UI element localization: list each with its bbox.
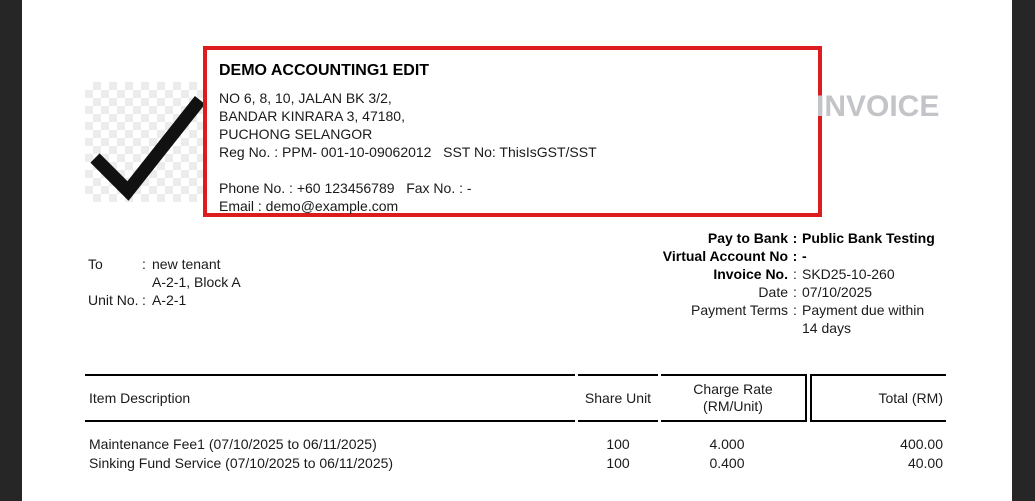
table-header-row: Item Description Share Unit Charge Rate …: [85, 374, 946, 422]
detail-row-virtual-account: Virtual Account No : -: [645, 247, 960, 265]
company-address-line-3: PUCHONG SELANGOR: [219, 126, 373, 142]
share-unit-cell: 100: [606, 455, 630, 471]
recipient-to-row: To : new tenant: [88, 255, 241, 273]
detail-row-payment-terms: Payment Terms : Payment due within 14 da…: [645, 301, 960, 337]
table-row: Maintenance Fee1 (07/10/2025 to 06/11/20…: [85, 422, 946, 454]
company-spacer-line: [219, 161, 808, 179]
recipient-to-value: new tenant: [152, 256, 221, 272]
header-charge-rate: Charge Rate (RM/Unit): [661, 374, 807, 422]
company-reg-line: Reg No. : PPM- 001-10-09062012 SST No: T…: [219, 144, 597, 160]
date-label: Date: [758, 284, 788, 300]
company-phone-line: Phone No. : +60 123456789 Fax No. : -: [219, 180, 472, 196]
company-info-annotation-box: DEMO ACCOUNTING1 EDIT NO 6, 8, 10, JALAN…: [203, 46, 822, 217]
detail-row-invoice-no: Invoice No. : SKD25-10-260: [645, 265, 960, 283]
left-edge-bar: [0, 0, 22, 501]
date-value: 07/10/2025: [802, 284, 873, 300]
pay-to-bank-value: Public Bank Testing: [802, 230, 935, 246]
recipient-unit-label: Unit No.: [88, 292, 139, 308]
header-item-description: Item Description: [85, 374, 575, 422]
company-logo: [85, 82, 205, 202]
payment-terms-value: Payment due within 14 days: [802, 302, 925, 336]
share-unit-cell: 100: [606, 436, 630, 452]
charge-rate-cell: 4.000: [709, 436, 745, 452]
right-edge-bar: [1012, 0, 1035, 501]
detail-row-date: Date : 07/10/2025: [645, 283, 960, 301]
header-share-unit: Share Unit: [578, 374, 658, 422]
payment-terms-label: Payment Terms: [691, 302, 788, 318]
checkmark-icon: [90, 95, 205, 201]
total-cell: 400.00: [900, 436, 943, 452]
invoice-details-block: Pay to Bank : Public Bank Testing Virtua…: [645, 229, 960, 337]
recipient-unit-colon: :: [142, 292, 146, 308]
invoice-no-value: SKD25-10-260: [802, 266, 895, 282]
recipient-unit-value: A-2-1: [152, 292, 187, 308]
header-total: Total (RM): [810, 374, 946, 422]
invoice-no-label: Invoice No.: [713, 266, 788, 282]
line-items-table: Item Description Share Unit Charge Rate …: [82, 374, 949, 473]
invoice-title: INVOICE: [816, 90, 940, 123]
item-description-cell: Sinking Fund Service (07/10/2025 to 06/1…: [89, 455, 394, 471]
company-email-line: Email : demo@example.com: [219, 198, 399, 214]
detail-row-pay-to-bank: Pay to Bank : Public Bank Testing: [645, 229, 960, 247]
recipient-to-colon: :: [142, 256, 146, 272]
company-address-line-2: BANDAR KINRARA 3, 47180,: [219, 108, 405, 124]
recipient-address-row: A-2-1, Block A: [88, 273, 241, 291]
recipient-to-label: To: [88, 256, 103, 272]
recipient-block: To : new tenant A-2-1, Block A Unit No. …: [88, 255, 241, 309]
item-description-cell: Maintenance Fee1 (07/10/2025 to 06/11/20…: [89, 436, 377, 452]
recipient-address-line2: A-2-1, Block A: [152, 274, 241, 290]
virtual-account-value: -: [802, 248, 807, 264]
table-row: Sinking Fund Service (07/10/2025 to 06/1…: [85, 454, 946, 473]
virtual-account-label: Virtual Account No: [662, 248, 788, 264]
pay-to-bank-label: Pay to Bank: [707, 230, 788, 246]
recipient-unit-row: Unit No. : A-2-1: [88, 291, 241, 309]
charge-rate-cell: 0.400: [709, 455, 745, 471]
total-cell: 40.00: [907, 455, 943, 471]
company-address-line-1: NO 6, 8, 10, JALAN BK 3/2,: [219, 90, 392, 106]
company-name: DEMO ACCOUNTING1 EDIT: [219, 62, 430, 79]
